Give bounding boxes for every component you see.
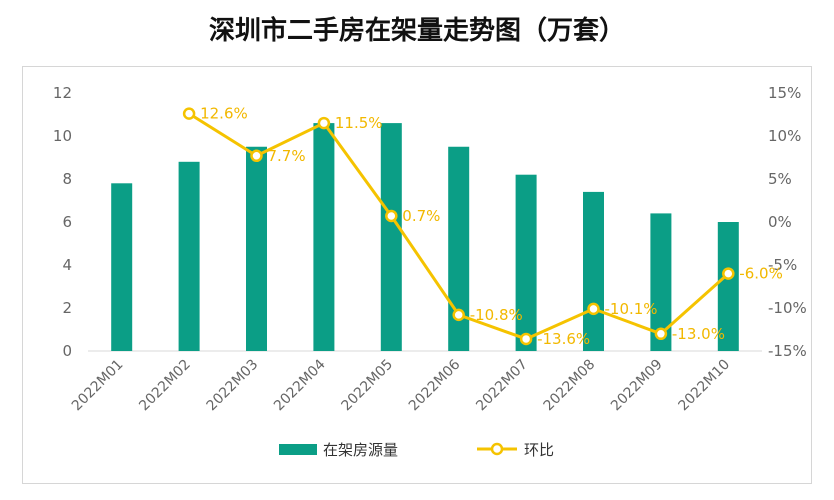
ratio-data-label: 12.6% [200,105,248,123]
chart-title: 深圳市二手房在架量走势图（万套） [208,16,625,46]
x-axis-tick-label: 2022M01 [69,357,127,415]
x-axis-tick-label: 2022M05 [338,357,396,415]
ratio-point [317,116,331,130]
left-axis-tick-label: 4 [62,256,72,274]
bar [515,174,537,351]
legend-swatch-point [490,442,504,456]
left-axis-tick-label: 2 [62,299,72,317]
x-axis-tick-label: 2022M04 [271,356,329,414]
bar [717,222,739,351]
ratio-data-label: -6.0% [739,265,783,283]
bar [650,213,672,351]
legend-label-bar: 在架房源量 [323,441,398,459]
ratio-point [519,332,533,346]
ratio-data-label: -13.6% [537,330,590,348]
left-axis-tick-label: 12 [53,84,72,102]
right-axis-tick-label: 5% [768,170,792,188]
bar [246,146,267,351]
bar [380,123,402,351]
right-axis-tick-label: -5% [768,256,797,274]
x-axis-tick-label: 2022M02 [136,357,194,415]
ratio-point [452,308,465,322]
ratio-point [654,327,668,341]
left-axis-tick-label: 6 [62,213,72,231]
bar [178,161,200,351]
legend-label-line: 环比 [524,441,554,459]
x-axis-tick-label: 2022M07 [473,357,531,415]
x-axis-tick-label: 2022M10 [675,357,733,415]
ratio-data-label: -10.8% [470,306,523,324]
x-axis-tick-label: 2022M03 [204,357,262,415]
ratio-data-label: 11.5% [335,114,383,132]
left-axis-tick-label: 10 [53,127,72,145]
ratio-point [182,107,196,120]
bar [111,183,133,351]
chart-frame [22,66,812,484]
x-axis-tick-label: 2022M06 [406,356,464,414]
left-axis-tick-label: 8 [62,170,72,188]
x-axis-tick-label: 2022M09 [608,357,666,415]
ratio-point [587,302,600,316]
bar [448,146,470,351]
ratio-point [722,267,735,280]
ratio-data-label: -13.0% [672,325,725,343]
legend-swatch-bar [279,444,317,455]
left-axis-tick-label: 0 [62,342,72,360]
right-axis-tick-label: 15% [768,84,801,102]
ratio-data-label: 7.7% [268,147,306,165]
ratio-point [385,209,398,223]
bar [313,123,335,351]
x-axis-tick-label: 2022M08 [541,357,599,415]
bar [583,191,604,351]
ratio-data-label: 0.7% [402,207,440,225]
right-axis-tick-label: -15% [768,342,807,360]
right-axis-tick-label: -10% [768,299,807,317]
right-axis-tick-label: 0% [768,213,792,231]
right-axis-tick-label: 10% [768,127,801,145]
ratio-data-label: -10.1% [605,300,658,318]
ratio-point [250,149,263,163]
